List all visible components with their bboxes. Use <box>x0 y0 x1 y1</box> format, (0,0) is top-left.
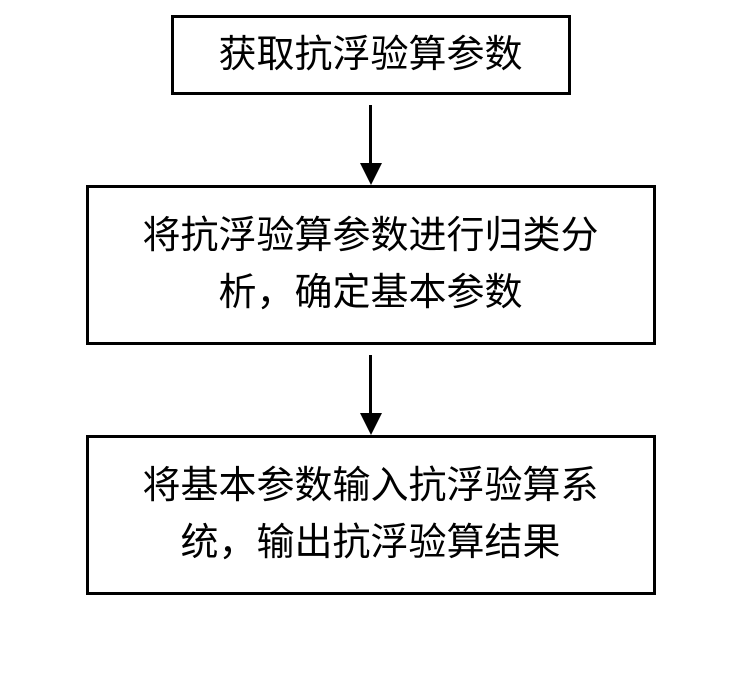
flowchart-arrow <box>81 345 661 435</box>
text-line: 将基本参数输入抗浮验算系 <box>142 465 598 507</box>
flowchart-node-text: 将抗浮验算参数进行归类分 析，确定基本参数 <box>122 208 618 322</box>
arrow-head-icon <box>360 163 382 185</box>
text-line: 将抗浮验算参数进行归类分 <box>142 215 598 257</box>
flowchart-container: 获取抗浮验算参数 将抗浮验算参数进行归类分 析，确定基本参数 将基本参数输入抗浮… <box>81 15 661 595</box>
flowchart-node-text: 获取抗浮验算参数 <box>198 27 542 84</box>
arrow-head-icon <box>360 413 382 435</box>
flowchart-arrow <box>81 95 661 185</box>
flowchart-node-step1: 获取抗浮验算参数 <box>171 15 571 95</box>
text-line: 析，确定基本参数 <box>218 272 522 314</box>
flowchart-node-step3: 将基本参数输入抗浮验算系 统，输出抗浮验算结果 <box>86 435 656 595</box>
flowchart-node-text: 将基本参数输入抗浮验算系 统，输出抗浮验算结果 <box>122 458 618 572</box>
text-line: 统，输出抗浮验算结果 <box>180 522 560 564</box>
flowchart-node-step2: 将抗浮验算参数进行归类分 析，确定基本参数 <box>86 185 656 345</box>
